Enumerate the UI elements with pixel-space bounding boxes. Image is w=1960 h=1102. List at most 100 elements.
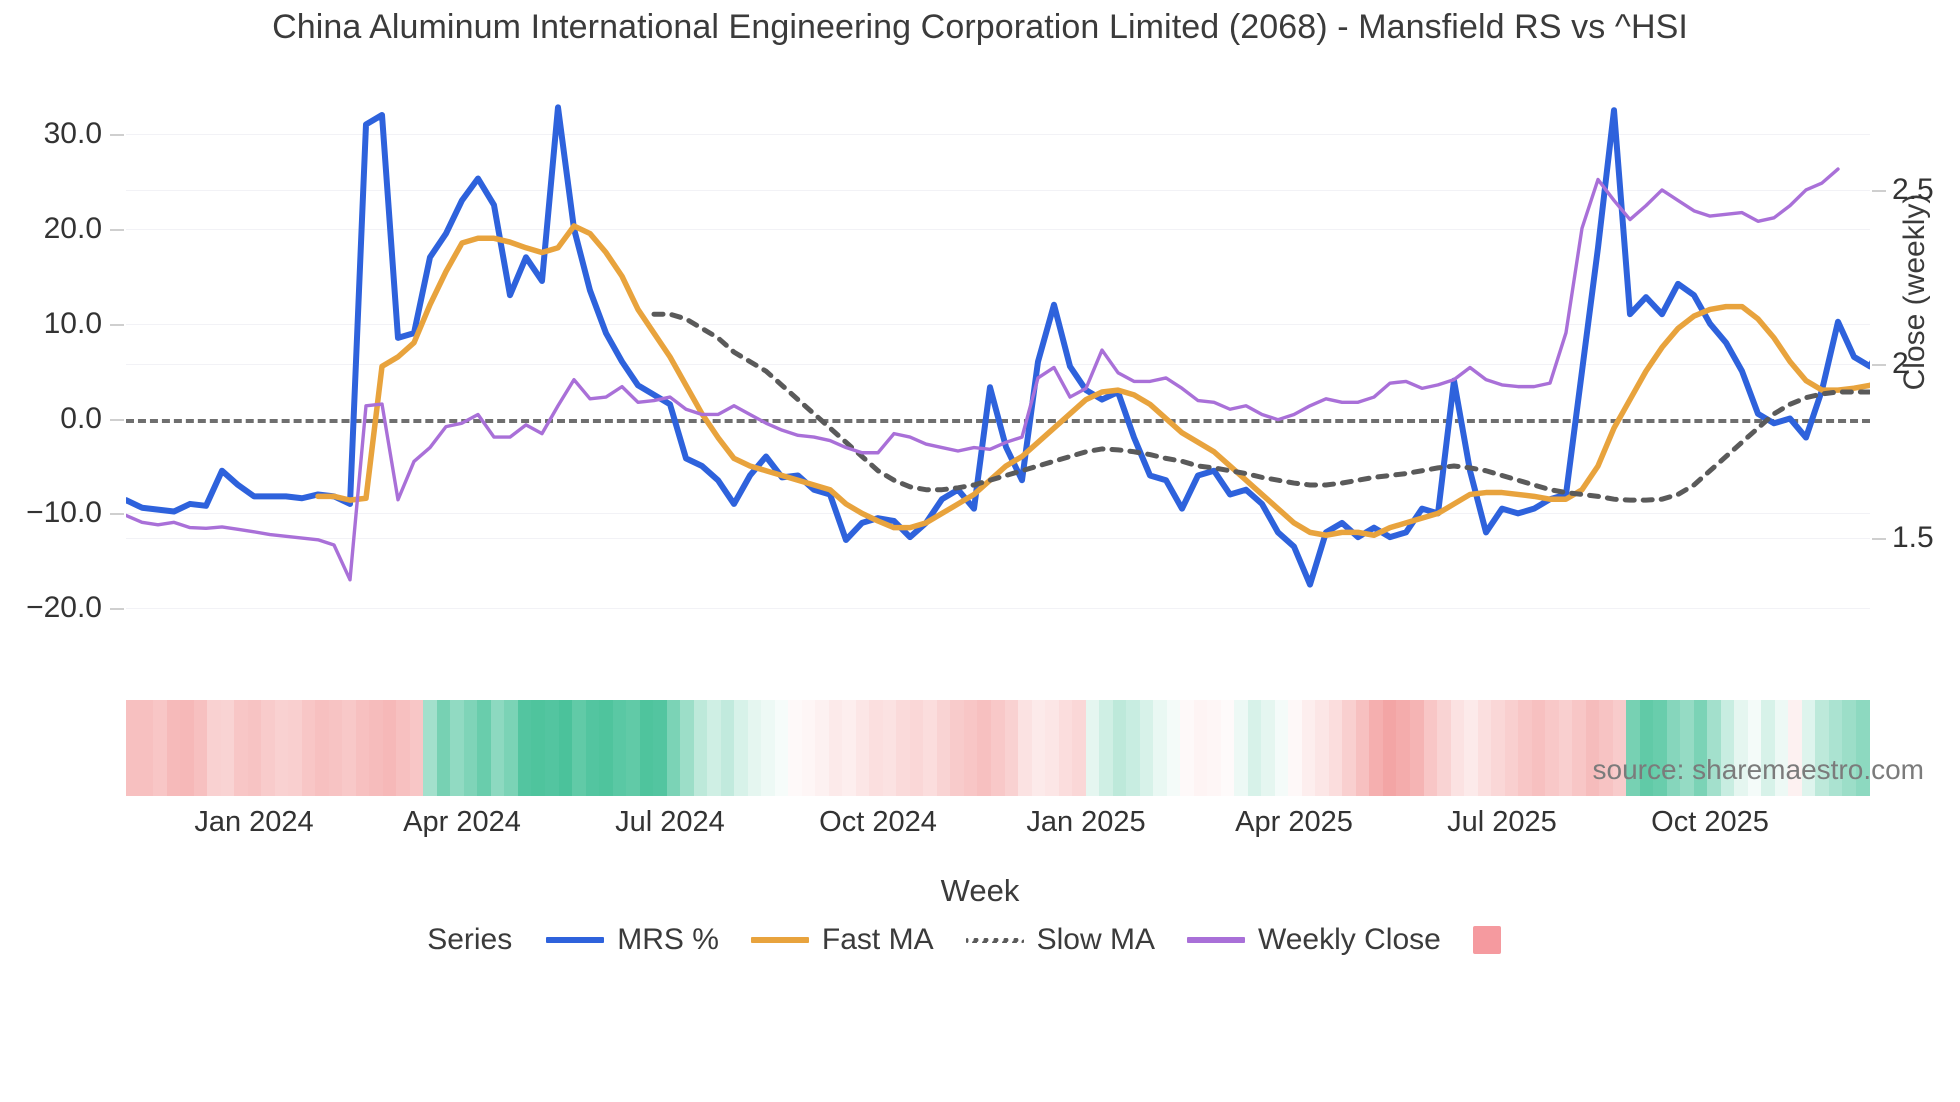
heatmap-cell xyxy=(1477,700,1492,796)
plot-area xyxy=(126,96,1870,632)
heatmap-cell xyxy=(828,700,843,796)
legend-item-weekly-close[interactable]: Weekly Close xyxy=(1186,923,1441,957)
heatmap-cell xyxy=(896,700,910,796)
heatmap-cell xyxy=(1518,700,1532,796)
heatmap-cell xyxy=(1301,700,1316,796)
heatmap-cell xyxy=(653,700,667,796)
y-tick-label-left: −10.0 xyxy=(26,496,102,530)
heatmap-cell xyxy=(274,700,289,796)
heatmap-cell xyxy=(1680,700,1694,796)
heatmap-cell xyxy=(1504,700,1519,796)
y-tick-mark-left xyxy=(110,228,124,231)
heatmap-cell xyxy=(599,700,613,796)
gridline-right xyxy=(126,189,1870,191)
heatmap-cell xyxy=(531,700,545,796)
heatmap-cell xyxy=(261,700,275,796)
heatmap-cell xyxy=(1585,700,1600,796)
heatmap-cell xyxy=(1166,700,1181,796)
heatmap-cell xyxy=(288,700,302,796)
series-slow-ma xyxy=(651,311,1870,503)
heatmap-cell xyxy=(1126,700,1140,796)
heatmap-cell xyxy=(1423,700,1438,796)
y-tick-label-left: −20.0 xyxy=(26,591,102,625)
heatmap-cell xyxy=(1004,700,1019,796)
heatmap-cell xyxy=(1328,700,1343,796)
legend-line-dotted-icon xyxy=(965,937,1024,943)
heatmap-cell xyxy=(977,700,991,796)
heatmap-cell xyxy=(1207,700,1221,796)
heatmap-cell xyxy=(477,700,491,796)
legend-title: Series xyxy=(427,923,513,956)
heatmap-cell xyxy=(1315,700,1329,796)
heatmap-cell xyxy=(1220,700,1235,796)
heatmap-cell xyxy=(639,700,654,796)
legend-item-label: Weekly Close xyxy=(1257,923,1441,956)
legend-item-label: MRS % xyxy=(617,923,719,956)
heatmap-cell xyxy=(1774,700,1789,796)
heatmap-cell xyxy=(1545,700,1559,796)
heatmap-cell xyxy=(193,700,208,796)
heatmap-cell xyxy=(963,700,978,796)
legend-item-fast-ma[interactable]: Fast MA xyxy=(750,923,934,957)
heatmap-cell xyxy=(355,700,370,796)
heatmap-cell xyxy=(409,700,424,796)
heatmap-cell xyxy=(180,700,194,796)
heatmap-cell xyxy=(1666,700,1681,796)
heatmap-cell xyxy=(1639,700,1654,796)
heatmap-cell xyxy=(1815,700,1829,796)
heatmap-cell xyxy=(1382,700,1397,796)
legend-item-label: Fast MA xyxy=(821,923,934,956)
heatmap-cell xyxy=(909,700,924,796)
x-tick-label: Jul 2025 xyxy=(1447,806,1557,838)
heatmap-cell xyxy=(855,700,870,796)
heatmap-cell xyxy=(801,700,816,796)
y-tick-mark-left xyxy=(110,418,124,421)
heatmap-cell xyxy=(1085,700,1100,796)
legend-item-mrs-[interactable]: MRS % xyxy=(546,923,719,957)
heatmap-cell xyxy=(1369,700,1383,796)
heatmap-cell xyxy=(247,700,262,796)
page-title: China Aluminum International Engineering… xyxy=(272,8,1688,46)
gridline-right xyxy=(126,538,1870,540)
heatmap-cell xyxy=(1031,700,1046,796)
legend-line-icon xyxy=(1186,937,1245,943)
legend-item-swatch[interactable] xyxy=(1472,926,1501,954)
y-tick-mark-left xyxy=(110,323,124,326)
heatmap-cell xyxy=(585,700,600,796)
y-tick-label-right: 2.5 xyxy=(1892,172,1934,206)
series-lines xyxy=(126,104,1870,588)
heatmap-cell xyxy=(1828,700,1843,796)
heatmap-cell xyxy=(382,700,397,796)
heatmap-cell xyxy=(1747,700,1762,796)
x-tick-label: Oct 2025 xyxy=(1651,806,1769,838)
gridline xyxy=(126,323,1870,325)
legend-item-slow-ma[interactable]: Slow MA xyxy=(965,923,1155,957)
heatmap-cell xyxy=(842,700,856,796)
heatmap-cell xyxy=(1018,700,1032,796)
heatmap-cell xyxy=(1842,700,1856,796)
y-tick-label-left: 10.0 xyxy=(43,306,102,340)
y-tick-mark-right xyxy=(1872,364,1886,366)
heatmap-cell xyxy=(369,700,383,796)
heatmap-cell xyxy=(1464,700,1478,796)
heatmap-cell xyxy=(166,700,181,796)
heatmap-cell xyxy=(423,700,437,796)
heatmap-cell xyxy=(1558,700,1573,796)
heatmap-cell xyxy=(1761,700,1775,796)
heatmap-cell xyxy=(1261,700,1275,796)
legend-color-box-icon xyxy=(1472,926,1501,954)
heatmap-cell xyxy=(1234,700,1248,796)
heatmap-cell xyxy=(490,700,505,796)
heatmap-cell xyxy=(1734,700,1748,796)
heatmap-cell xyxy=(126,700,140,796)
heatmap-cell xyxy=(1247,700,1262,796)
heatmap-cell xyxy=(450,700,464,796)
heatmap-cell xyxy=(1072,700,1086,796)
heatmap-cell xyxy=(436,700,451,796)
heatmap-cell xyxy=(504,700,518,796)
heatmap-cell xyxy=(544,700,559,796)
heatmap-cell xyxy=(301,700,316,796)
heatmap-cell xyxy=(950,700,964,796)
gridline xyxy=(126,513,1870,515)
